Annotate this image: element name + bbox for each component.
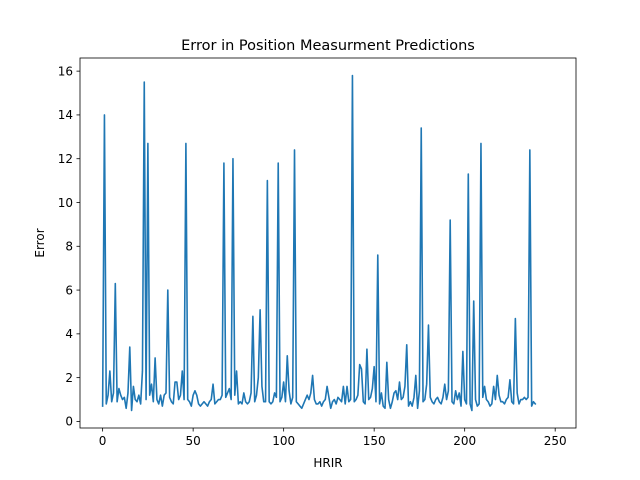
x-axis-label: HRIR xyxy=(313,456,342,470)
x-tick-label: 200 xyxy=(453,434,476,448)
y-tick-label: 10 xyxy=(58,196,73,210)
y-axis-ticks: 0 2 4 6 8 10 12 14 16 xyxy=(58,64,80,429)
y-tick-label: 0 xyxy=(65,415,73,429)
y-axis-label: Error xyxy=(33,228,47,257)
series-line-0 xyxy=(101,74,537,412)
chart-title: Error in Position Measurment Predictions xyxy=(181,38,475,54)
plot-area xyxy=(80,58,576,428)
plot-frame xyxy=(79,57,577,429)
series-layer xyxy=(101,74,537,412)
y-tick-label: 2 xyxy=(65,371,73,385)
x-axis-ticks: 0 50 100 150 200 250 xyxy=(99,428,567,448)
series-points-0 xyxy=(102,75,536,411)
y-tick-label: 8 xyxy=(65,240,73,254)
y-tick-label: 14 xyxy=(58,108,73,122)
x-tick-label: 0 xyxy=(99,434,107,448)
x-tick-label: 50 xyxy=(185,434,200,448)
x-tick-label: 100 xyxy=(272,434,295,448)
y-tick-label: 6 xyxy=(65,283,73,297)
y-tick-label: 12 xyxy=(58,152,73,166)
x-tick-label: 250 xyxy=(544,434,567,448)
y-tick-label: 4 xyxy=(65,327,73,341)
x-tick-label: 150 xyxy=(363,434,386,448)
y-tick-label: 16 xyxy=(58,64,73,78)
